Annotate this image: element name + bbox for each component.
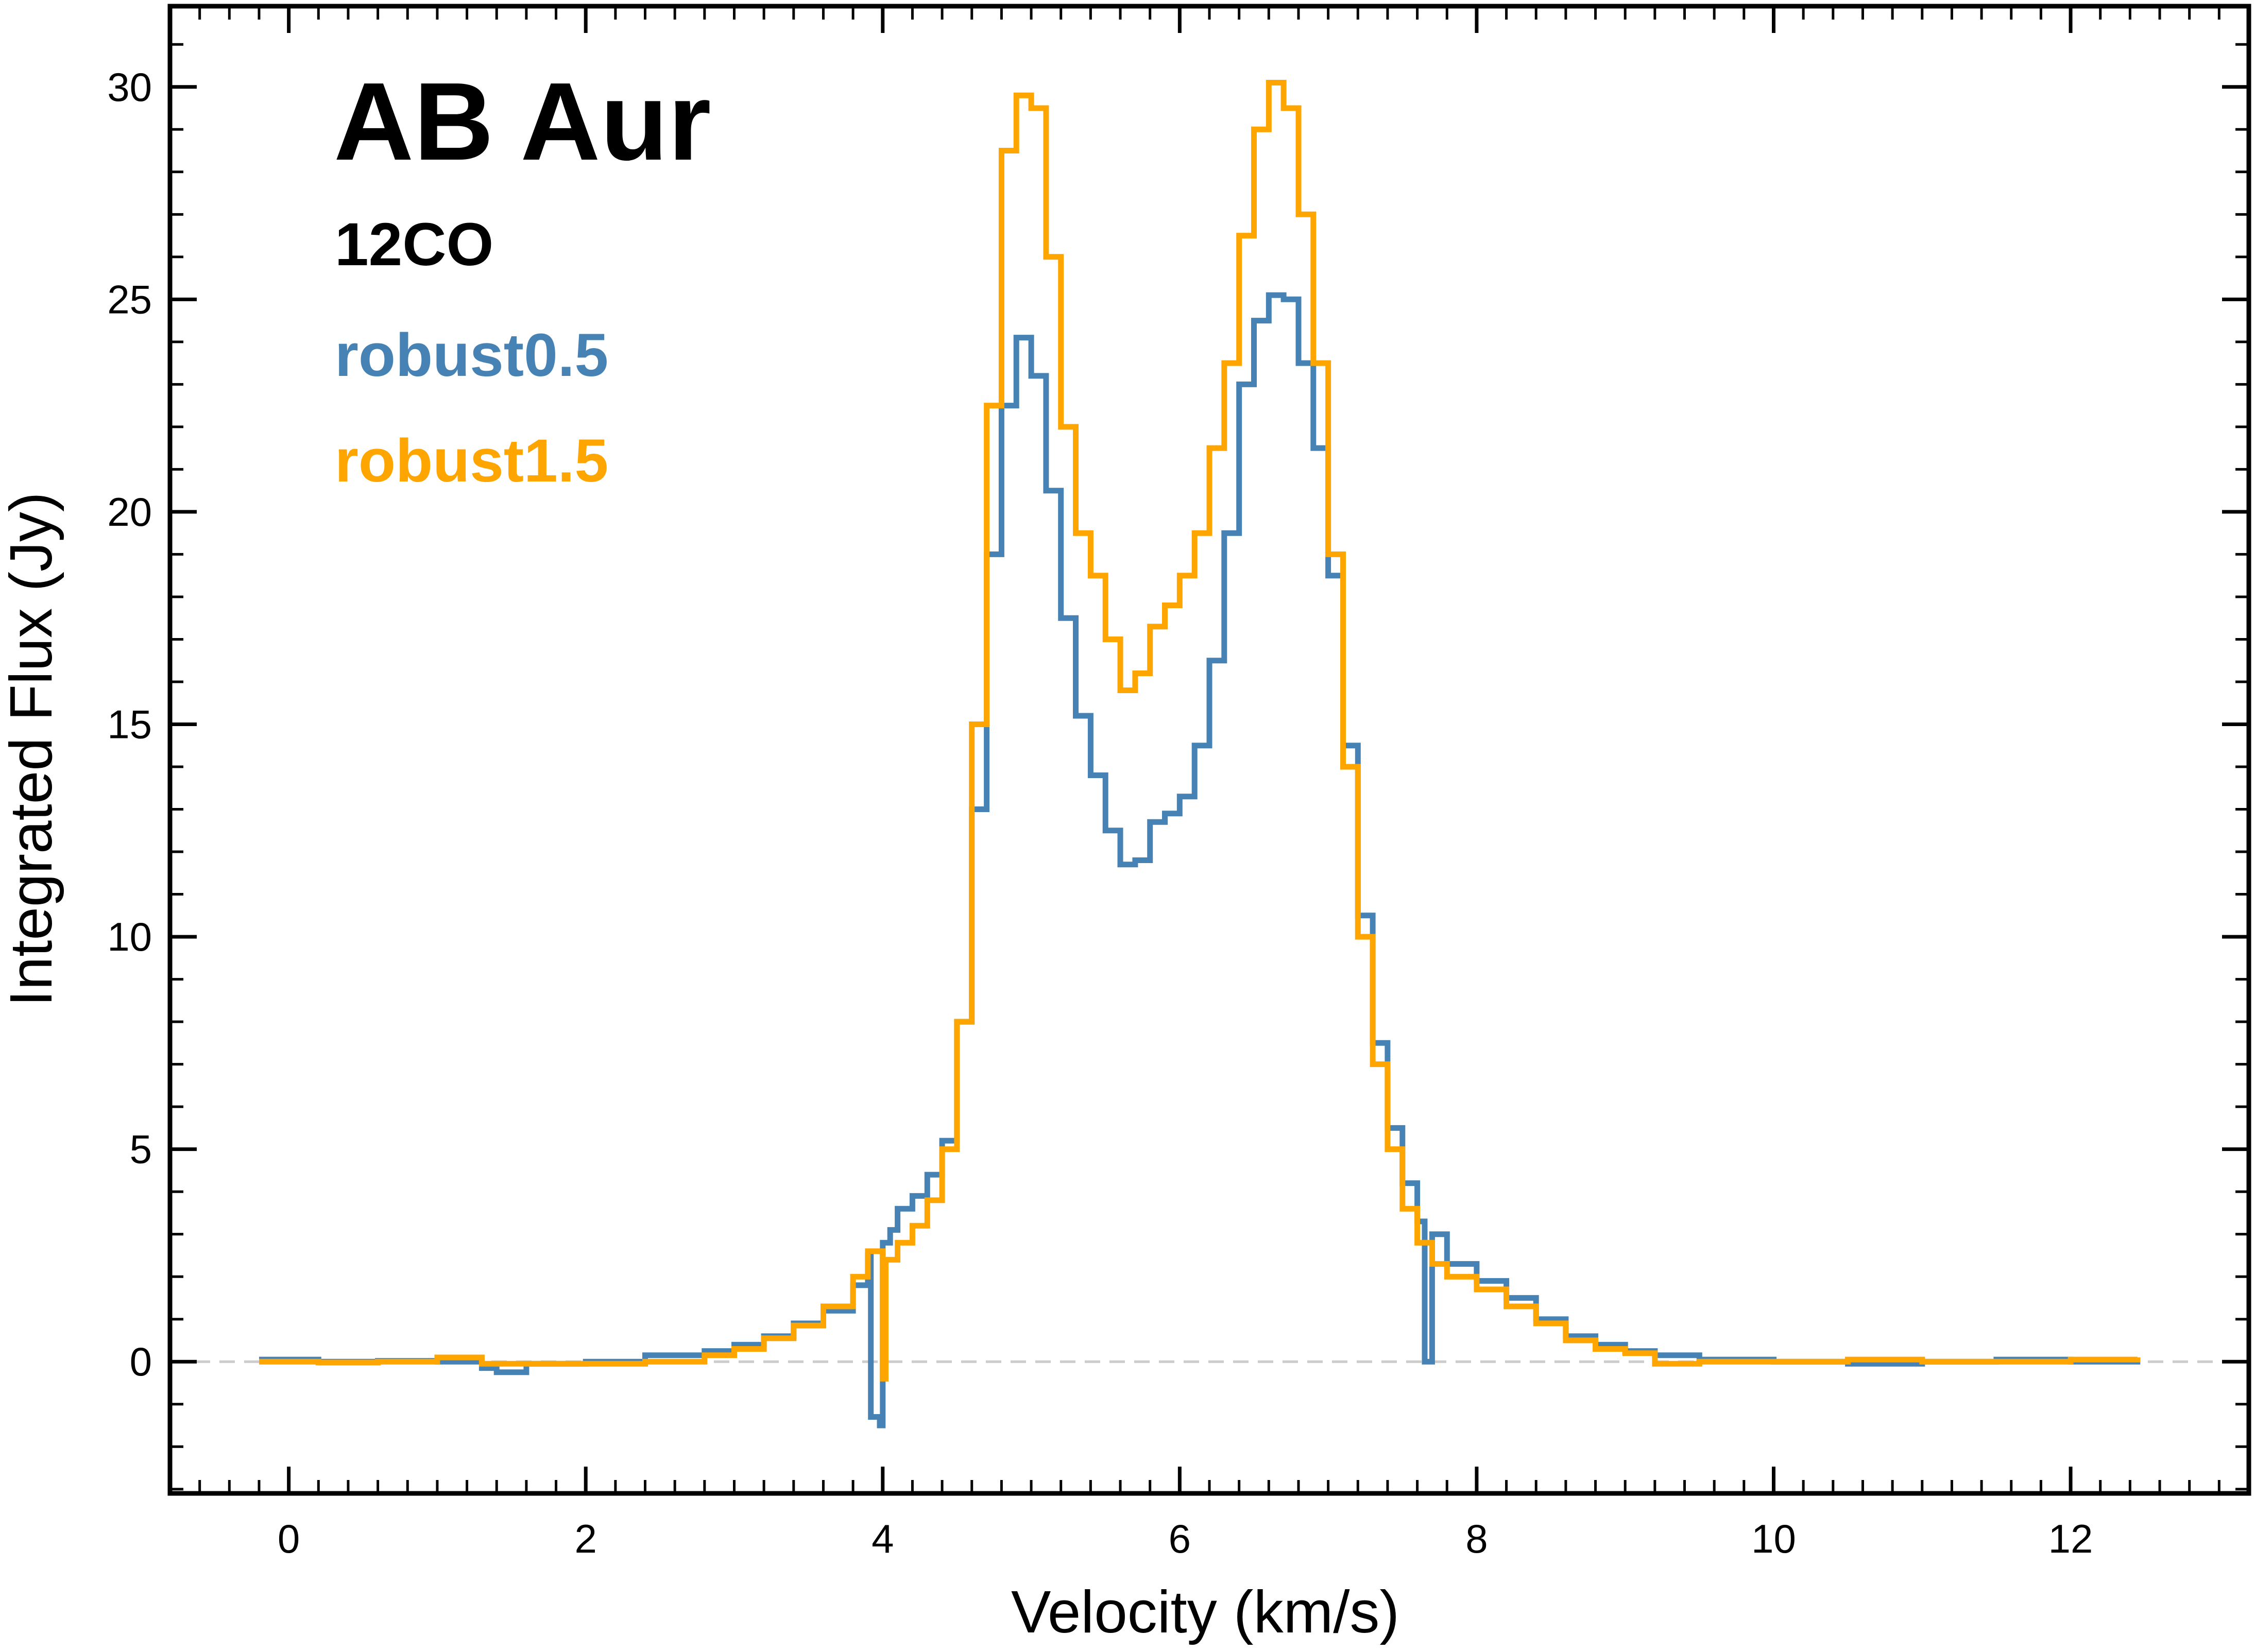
x-tick-label: 10 xyxy=(1751,1516,1796,1561)
chart-subtitle: 12CO xyxy=(335,211,493,279)
chart-title: AB Aur xyxy=(334,59,711,183)
x-tick-label: 12 xyxy=(2048,1516,2093,1561)
y-tick-label: 15 xyxy=(107,701,152,747)
x-tick-label: 6 xyxy=(1169,1516,1191,1561)
x-tick-label: 0 xyxy=(278,1516,300,1561)
x-axis-label: Velocity (km/s) xyxy=(1011,1578,1399,1645)
x-tick-label: 4 xyxy=(872,1516,894,1561)
plot-frame xyxy=(167,4,2251,1496)
y-tick-label: 10 xyxy=(107,914,152,959)
x-tick-label: 8 xyxy=(1465,1516,1488,1561)
y-tick-label: 0 xyxy=(130,1339,152,1384)
y-axis-label: Integrated Flux (Jy) xyxy=(0,492,64,1006)
y-tick-label: 5 xyxy=(130,1127,152,1172)
y-tick-label: 20 xyxy=(107,489,152,535)
y-tick-label: 25 xyxy=(107,277,152,322)
legend-robust0-5: robust0.5 xyxy=(335,321,608,389)
x-tick-label: 2 xyxy=(575,1516,597,1561)
series-line-robust1-5 xyxy=(259,80,2141,1382)
legend-robust1-5: robust1.5 xyxy=(335,427,608,495)
y-tick-label: 30 xyxy=(107,64,152,110)
